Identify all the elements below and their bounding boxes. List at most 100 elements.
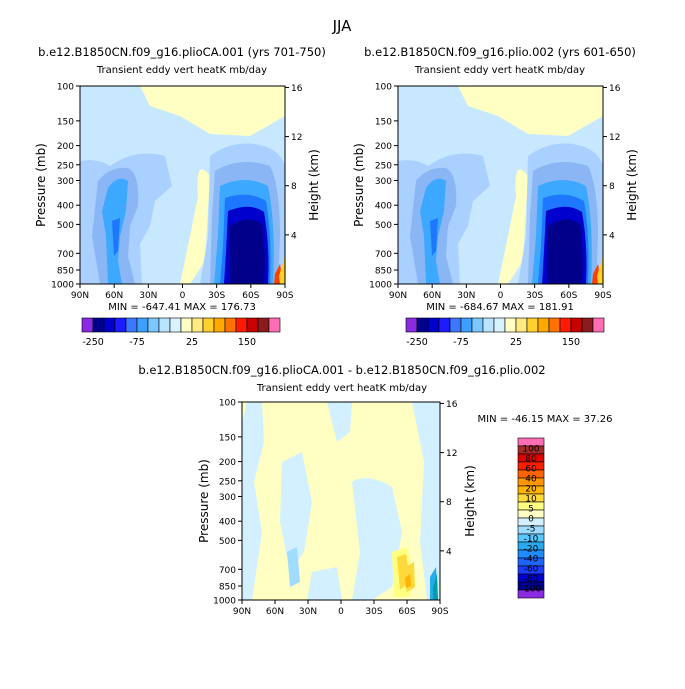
panel-3-field xyxy=(242,402,440,600)
panel-1: b.e12.B1850CN.f09_g16.plioCA.001 (yrs 70… xyxy=(34,45,326,348)
colorbar-swatch xyxy=(92,317,105,333)
colorbar-swatch xyxy=(526,317,539,333)
pressure-tick-label: 500 xyxy=(219,537,236,547)
pressure-tick-label: 850 xyxy=(219,583,236,593)
colorbar-swatch xyxy=(517,589,545,599)
diff-negative-band-7 xyxy=(287,547,300,587)
lat-tick-label: 60S xyxy=(242,291,259,301)
colorbar-label: -100 xyxy=(521,585,542,595)
height-tick-label: 4 xyxy=(291,231,297,241)
pressure-tick-label: 1000 xyxy=(51,281,74,291)
pressure-tick-label: 1000 xyxy=(369,281,392,291)
contour-positive-upper xyxy=(458,86,603,136)
lat-tick-label: 60S xyxy=(398,607,415,617)
panel-1-subtitle: Transient eddy vert heatK mb/day xyxy=(96,65,267,76)
lat-tick-label: 30N xyxy=(457,291,475,301)
pressure-tick-label: 400 xyxy=(219,518,236,528)
diff-surface-teal xyxy=(433,574,438,600)
panel-2-height-ticks: 16 12 8 4 xyxy=(603,84,621,241)
colorbar-label: -5 xyxy=(527,525,536,535)
panel-3-contours xyxy=(242,402,440,600)
panel-2-field xyxy=(398,86,603,284)
colorbar-label: -20 xyxy=(524,545,539,555)
panel-3: b.e12.B1850CN.f09_g16.plioCA.001 - b.e12… xyxy=(138,363,612,617)
panel-3-subtitle: Transient eddy vert heatK mb/day xyxy=(256,383,427,394)
height-tick-label: 4 xyxy=(609,231,615,241)
pressure-tick-label: 700 xyxy=(57,250,74,260)
diff-negative-band-2 xyxy=(280,452,312,572)
colorbar-swatch xyxy=(169,317,182,333)
pressure-tick-label: 250 xyxy=(375,161,392,171)
lat-tick-label: 0 xyxy=(498,291,504,301)
colorbar-swatch xyxy=(460,317,473,333)
colorbar-label: 25 xyxy=(510,337,522,348)
panel-2-ylabel-right: Height (km) xyxy=(625,149,639,220)
pressure-tick-label: 250 xyxy=(57,161,74,171)
pressure-tick-label: 300 xyxy=(375,177,392,187)
pressure-tick-label: 100 xyxy=(219,399,236,409)
diff-negative-band-6 xyxy=(307,567,342,600)
pressure-tick-label: 200 xyxy=(219,458,236,468)
lat-tick-label: 30N xyxy=(299,607,317,617)
colorbar-swatch xyxy=(114,317,127,333)
colorbar-swatch xyxy=(405,317,418,333)
height-tick-label: 16 xyxy=(291,84,303,94)
lat-tick-label: 30S xyxy=(365,607,382,617)
lat-tick-label: 30N xyxy=(139,291,157,301)
pressure-tick-label: 150 xyxy=(219,433,236,443)
colorbar-swatch xyxy=(235,317,248,333)
lat-tick-label: 60N xyxy=(266,607,284,617)
pressure-tick-label: 700 xyxy=(375,250,392,260)
diff-negative-band-3 xyxy=(327,402,352,442)
pressure-tick-label: 200 xyxy=(375,142,392,152)
colorbar-swatch xyxy=(246,317,259,333)
pressure-tick-label: 300 xyxy=(57,177,74,187)
lat-tick-label: 90S xyxy=(276,291,293,301)
lat-tick-label: 90N xyxy=(389,291,407,301)
colorbar-swatch xyxy=(493,317,506,333)
colorbar-swatch xyxy=(482,317,495,333)
colorbar-swatch xyxy=(180,317,193,333)
panel-3-ylabel: Pressure (mb) xyxy=(197,459,211,543)
contour-sh-level-6 xyxy=(230,219,265,284)
colorbar-swatch xyxy=(81,317,94,333)
colorbar-label: 80 xyxy=(525,455,537,465)
colorbar-label: 10 xyxy=(525,495,537,505)
panel-3-stats: MIN = -46.15 MAX = 37.26 xyxy=(478,414,613,425)
colorbar-swatch xyxy=(570,317,583,333)
panel-2-pressure-ticks: 100 150 200 250 300 400 500 700 850 1000 xyxy=(369,83,398,291)
lat-tick-label: 60N xyxy=(105,291,123,301)
colorbar-swatch xyxy=(592,317,605,333)
panel-3-ylabel-right: Height (km) xyxy=(463,465,477,536)
colorbar-swatch xyxy=(515,317,528,333)
colorbar-label: -60 xyxy=(524,565,539,575)
height-tick-label: 16 xyxy=(446,400,458,410)
panel-1-title: b.e12.B1850CN.f09_g16.plioCA.001 (yrs 70… xyxy=(38,45,326,59)
colorbar-label: -250 xyxy=(406,337,428,348)
pressure-tick-label: 150 xyxy=(375,117,392,127)
colorbar-label: 25 xyxy=(186,337,198,348)
lat-tick-label: 0 xyxy=(180,291,186,301)
lat-tick-label: 0 xyxy=(338,607,344,617)
height-tick-label: 16 xyxy=(609,84,621,94)
colorbar-swatch xyxy=(268,317,281,333)
contour-surface-orange xyxy=(279,256,285,284)
height-tick-label: 12 xyxy=(291,133,302,143)
pressure-tick-label: 850 xyxy=(375,267,392,277)
colorbar-swatch xyxy=(559,317,572,333)
pressure-tick-label: 400 xyxy=(57,202,74,212)
contour-nh-level-4 xyxy=(112,218,120,256)
panel-1-height-ticks: 16 12 8 4 xyxy=(285,84,303,241)
panel-1-contours xyxy=(80,86,285,284)
contour-positive-tropics xyxy=(180,169,210,284)
lat-tick-label: 60N xyxy=(423,291,441,301)
lat-tick-label: 90N xyxy=(71,291,89,301)
colorbar-swatch xyxy=(147,317,160,333)
pressure-tick-label: 100 xyxy=(57,83,74,93)
height-tick-label: 12 xyxy=(446,449,457,459)
colorbar-swatch xyxy=(537,317,550,333)
panel-1-ylabel: Pressure (mb) xyxy=(34,143,48,227)
pressure-tick-label: 300 xyxy=(219,493,236,503)
colorbar-label: -250 xyxy=(82,337,104,348)
